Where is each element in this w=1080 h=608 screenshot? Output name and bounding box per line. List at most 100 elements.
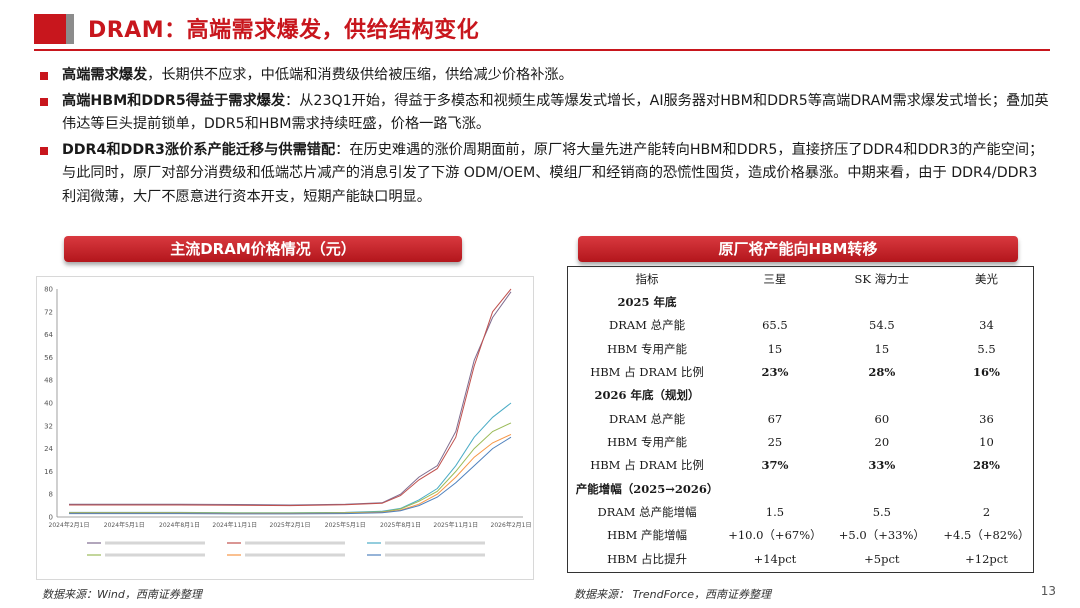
bullet-list: 高端需求爆发，长期供不应求，中低端和消费级供给被压缩，供给减少价格补涨。 高端H…	[36, 64, 1056, 211]
table-cell: DRAM 总产能	[608, 411, 686, 426]
page-number: 13	[1040, 584, 1056, 598]
table-cell: DRAM 总产能	[608, 318, 686, 333]
bullet-text: ，长期供不应求，中低端和消费级供给被压缩，供给减少价格补涨。	[147, 67, 573, 83]
x-tick-label: 2025年11月1日	[433, 521, 478, 529]
table-cell: 16%	[973, 365, 1000, 380]
table-cell	[726, 384, 824, 407]
table-cell: HBM 占 DRAM 比例	[590, 365, 704, 380]
table-cell: +14pct	[753, 551, 797, 566]
table-cell: 54.5	[869, 318, 895, 333]
x-tick-label: 2025年2月1日	[270, 521, 311, 529]
table-row: 2026 年底（规划）	[568, 384, 1033, 407]
table-row: HBM 占 DRAM 比例 23% 28% 16%	[568, 360, 1033, 383]
x-tick-label: 2024年11月1日	[212, 521, 257, 529]
price-series-line	[69, 436, 512, 515]
table-cell: 1.5	[765, 505, 785, 520]
table-cell: +10.0（+67%）	[728, 528, 822, 543]
table-cell: DRAM 总产能增幅	[597, 505, 697, 520]
table-cell: SK 海力士	[854, 271, 910, 286]
y-tick-label: 8	[49, 491, 53, 499]
table-cell: +4.5（+82%）	[943, 528, 1030, 543]
bullet-bold: 高端HBM和DDR5得益于需求爆发	[62, 92, 286, 109]
table-row: HBM 产能增幅 +10.0（+67%） +5.0（+33%） +4.5（+82%）	[568, 524, 1033, 547]
table-cell: 产能增幅（2025→2026）	[575, 481, 719, 496]
table-cell	[940, 290, 1033, 313]
x-tick-label: 2024年2月1日	[49, 521, 90, 529]
table-row: DRAM 总产能 65.5 54.5 34	[568, 314, 1033, 337]
price-line-chart: 0 8 16 24 32 40 48 56 64 72 80 2024年2月1日 2024年5月1日 20…	[44, 286, 532, 557]
price-chart: 0 8 16 24 32 40 48 56 64 72 80 2024年2月1日 2024年5月1日 20…	[36, 276, 534, 580]
table-cell: 5.5	[872, 505, 891, 520]
table-row: HBM 专用产能 15 15 5.5	[568, 337, 1033, 360]
x-tick-label: 2025年8月1日	[380, 521, 421, 529]
table-cell: 2026 年底（规划）	[594, 388, 700, 403]
y-tick-label: 80	[44, 286, 53, 294]
price-series-line	[69, 433, 512, 515]
bullet-item: 高端需求爆发，长期供不应求，中低端和消费级供给被压缩，供给减少价格补涨。	[36, 64, 1056, 88]
table-row: HBM 专用产能 25 20 10	[568, 430, 1033, 453]
bullet-square-icon	[40, 146, 48, 155]
table-cell: HBM 占 DRAM 比例	[590, 458, 704, 473]
y-tick-label: 48	[44, 377, 53, 385]
table-cell: 65.5	[762, 318, 788, 333]
table-cell: 28%	[868, 365, 896, 380]
table-cell	[940, 477, 1033, 500]
title-divider	[34, 49, 1050, 51]
table-row: DRAM 总产能 67 60 36	[568, 407, 1033, 430]
table-cell: 美光	[974, 271, 998, 286]
table-cell: 10	[979, 435, 994, 450]
price-series-line	[69, 402, 512, 514]
bullet-bold: 高端需求爆发	[62, 67, 148, 83]
legend-label-placeholder	[245, 553, 345, 557]
y-tick-label: 16	[44, 468, 53, 476]
title-accent-bar	[66, 14, 74, 44]
price-series-line	[69, 288, 512, 507]
table-cell: 23%	[761, 365, 789, 380]
x-tick-label: 2026年2月1日	[491, 521, 532, 529]
x-tick-label: 2025年5月1日	[325, 521, 366, 529]
table-cell: 67	[767, 411, 783, 426]
table-cell: HBM 专用产能	[607, 435, 687, 450]
table-cell: 25	[767, 435, 783, 450]
table-cell: 34	[979, 318, 994, 333]
left-source-note: 数据来源：Wind，西南证券整理	[42, 588, 202, 601]
table-cell	[824, 290, 940, 313]
y-tick-label: 72	[44, 308, 53, 316]
x-tick-label: 2024年8月1日	[159, 521, 200, 529]
table-cell: 37%	[761, 458, 789, 473]
bullet-item: 高端HBM和DDR5得益于需求爆发：从23Q1开始，得益于多模态和视频生成等爆发…	[36, 90, 1056, 137]
table-cell: 28%	[973, 458, 1000, 473]
table-row: 2025 年底	[568, 290, 1033, 313]
table-cell: 2	[982, 505, 991, 520]
y-tick-label: 64	[44, 331, 53, 339]
table-cell: 15	[767, 341, 783, 356]
capacity-table: 指标 三星 SK 海力士 美光 2025 年底 DRAM 总产能 65.5 54.5 34 HBM…	[567, 266, 1034, 573]
bullet-item: DDR4和DDR3涨价系产能迁移与供需错配：在历史难遇的涨价周期面前，原厂将大量…	[36, 139, 1056, 210]
table-cell	[824, 384, 940, 407]
page-title: DRAM：高端需求爆发，供给结构变化	[88, 18, 480, 43]
table-cell: 2025 年底	[617, 295, 677, 310]
table-cell: 33%	[868, 458, 896, 473]
table-cell: 15	[874, 341, 890, 356]
table-cell: +5.0（+33%）	[838, 528, 925, 543]
table-cell: 20	[874, 435, 890, 450]
left-panel-title: 主流DRAM价格情况（元）	[64, 236, 462, 262]
table-cell: 60	[874, 411, 890, 426]
legend-label-placeholder	[105, 553, 205, 557]
y-tick-label: 0	[49, 514, 53, 522]
table-cell	[726, 477, 824, 500]
table-cell	[940, 384, 1033, 407]
table-cell: 指标	[635, 271, 659, 286]
table-cell: 三星	[763, 271, 787, 286]
table-row: 指标 三星 SK 海力士 美光	[568, 267, 1033, 290]
table-cell: +12pct	[965, 551, 1008, 566]
bullet-bold: DDR4和DDR3涨价系产能迁移与供需错配	[62, 141, 336, 158]
right-source-note: 数据来源： TrendForce，西南证券整理	[574, 588, 772, 601]
x-tick-label: 2024年5月1日	[104, 521, 145, 529]
table-row: HBM 占 DRAM 比例 37% 33% 28%	[568, 454, 1033, 477]
table-cell	[824, 477, 940, 500]
legend-label-placeholder	[105, 541, 205, 545]
y-tick-label: 24	[44, 445, 53, 453]
legend-label-placeholder	[385, 553, 485, 557]
table-cell: HBM 占比提升	[607, 551, 687, 566]
